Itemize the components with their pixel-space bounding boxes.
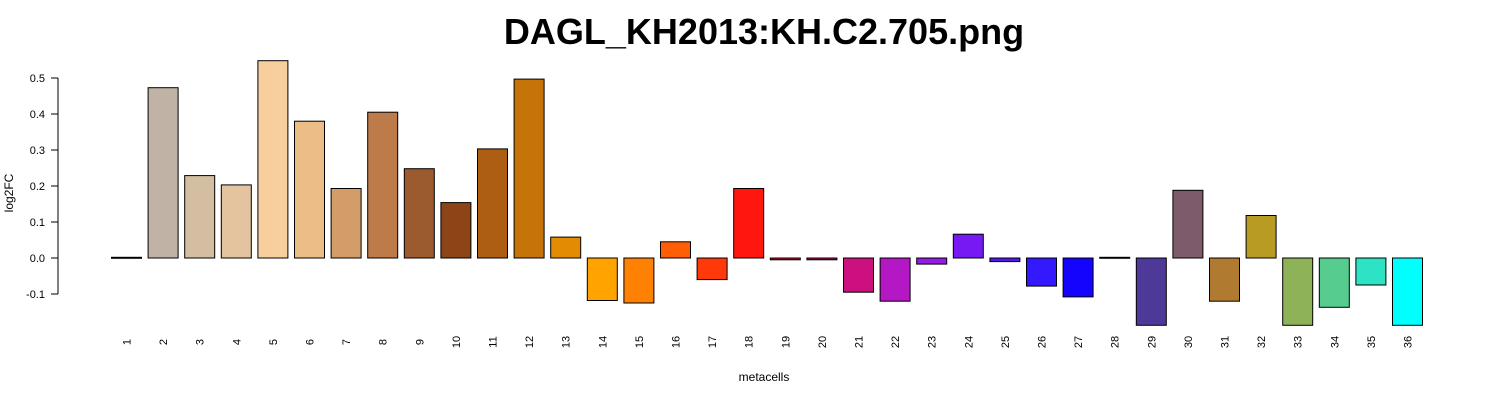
x-tick-label-11: 11 bbox=[488, 336, 500, 347]
bar-31 bbox=[1209, 257, 1240, 302]
bar-29 bbox=[1135, 257, 1167, 326]
x-tick-label-27: 27 bbox=[1073, 336, 1085, 348]
x-tick-label-31: 31 bbox=[1220, 336, 1232, 348]
x-tick-label-16: 16 bbox=[671, 336, 683, 348]
bar-20 bbox=[806, 257, 838, 261]
y-axis-label: log2FC bbox=[2, 173, 16, 212]
bar-4 bbox=[220, 184, 252, 259]
x-tick-label-28: 28 bbox=[1110, 336, 1122, 348]
bar-26 bbox=[1026, 257, 1057, 287]
bar-32 bbox=[1245, 215, 1277, 259]
x-tick-label-14: 14 bbox=[597, 336, 609, 348]
y-tick-label: -0.1 bbox=[26, 289, 45, 301]
x-tick-label-20: 20 bbox=[817, 336, 829, 348]
chart-title: DAGL_KH2013:KH.C2.705.png bbox=[504, 11, 1024, 52]
bars-group bbox=[111, 60, 1423, 326]
bar-19 bbox=[769, 257, 801, 261]
y-tick-label: 0.4 bbox=[30, 109, 45, 121]
x-tick-label-2: 2 bbox=[158, 339, 170, 345]
x-tick-label-34: 34 bbox=[1329, 336, 1341, 348]
bar-16 bbox=[660, 241, 691, 259]
bar-23 bbox=[916, 257, 948, 265]
bar-21 bbox=[843, 257, 874, 293]
x-tick-label-4: 4 bbox=[231, 339, 243, 345]
x-tick-label-7: 7 bbox=[341, 339, 353, 345]
bar-9 bbox=[403, 168, 435, 259]
bar-13 bbox=[550, 236, 582, 259]
x-tick-label-15: 15 bbox=[634, 336, 646, 348]
bar-17 bbox=[696, 257, 728, 281]
x-tick-labels: 1 2 3 4 5 6 7 8 9 10 11 12 13 14 15 16 17 18 19 20 21 22 23 24 2… bbox=[122, 336, 1415, 348]
x-tick-label-23: 23 bbox=[927, 336, 939, 348]
x-tick-label-30: 30 bbox=[1183, 336, 1195, 348]
x-tick-label-6: 6 bbox=[305, 339, 317, 345]
bar-6 bbox=[294, 120, 325, 259]
y-axis: -0.1 0.0 0.1 0.2 0.3 0.4 0.5 bbox=[26, 73, 59, 301]
bar-14 bbox=[586, 257, 618, 301]
x-tick-label-26: 26 bbox=[1037, 336, 1049, 348]
bar-8 bbox=[367, 111, 399, 259]
bar-36 bbox=[1392, 257, 1423, 326]
bar-18 bbox=[733, 188, 765, 259]
x-tick-label-24: 24 bbox=[963, 336, 975, 348]
bar-7 bbox=[330, 188, 362, 259]
x-tick-label-21: 21 bbox=[854, 336, 866, 348]
x-tick-label-35: 35 bbox=[1366, 336, 1378, 348]
x-tick-label-36: 36 bbox=[1403, 336, 1415, 348]
y-tick-label: 0.3 bbox=[30, 145, 45, 157]
x-tick-label-18: 18 bbox=[744, 336, 756, 348]
bar-30 bbox=[1172, 189, 1204, 259]
x-tick-label-10: 10 bbox=[451, 336, 463, 348]
bar-5 bbox=[257, 60, 289, 259]
bar-28 bbox=[1099, 256, 1131, 259]
bar-12 bbox=[513, 78, 545, 259]
bar-33 bbox=[1282, 257, 1314, 326]
y-tick-label: 0.1 bbox=[30, 217, 45, 229]
x-tick-label-3: 3 bbox=[195, 339, 207, 345]
x-tick-label-32: 32 bbox=[1256, 336, 1268, 348]
x-tick-label-13: 13 bbox=[561, 336, 573, 348]
x-tick-label-8: 8 bbox=[378, 339, 390, 345]
x-tick-label-9: 9 bbox=[414, 339, 426, 345]
x-tick-label-5: 5 bbox=[268, 339, 280, 345]
x-tick-label-12: 12 bbox=[524, 336, 536, 348]
bar-25 bbox=[989, 257, 1021, 263]
bar-22 bbox=[879, 257, 911, 302]
bar-3 bbox=[184, 175, 216, 259]
bar-1 bbox=[111, 256, 142, 259]
bar-35 bbox=[1355, 257, 1387, 286]
x-tick-label-29: 29 bbox=[1146, 336, 1158, 348]
bar-24 bbox=[952, 233, 984, 259]
x-tick-label-19: 19 bbox=[780, 336, 792, 348]
x-tick-label-22: 22 bbox=[890, 336, 902, 348]
bar-34 bbox=[1318, 257, 1350, 308]
bar-11 bbox=[477, 148, 508, 259]
x-tick-label-25: 25 bbox=[1000, 336, 1012, 348]
x-tick-label-33: 33 bbox=[1293, 336, 1305, 348]
x-tick-label-17: 17 bbox=[707, 336, 719, 348]
y-tick-label: 0.2 bbox=[30, 181, 45, 193]
x-axis-label: metacells bbox=[739, 370, 790, 384]
bar-15 bbox=[623, 257, 655, 304]
x-tick-label-1: 1 bbox=[122, 339, 134, 345]
y-tick-label: 0.0 bbox=[30, 253, 45, 265]
y-tick-label: 0.5 bbox=[30, 73, 45, 85]
bar-10 bbox=[440, 202, 472, 259]
bar-2 bbox=[147, 87, 179, 259]
bar-27 bbox=[1062, 257, 1094, 298]
